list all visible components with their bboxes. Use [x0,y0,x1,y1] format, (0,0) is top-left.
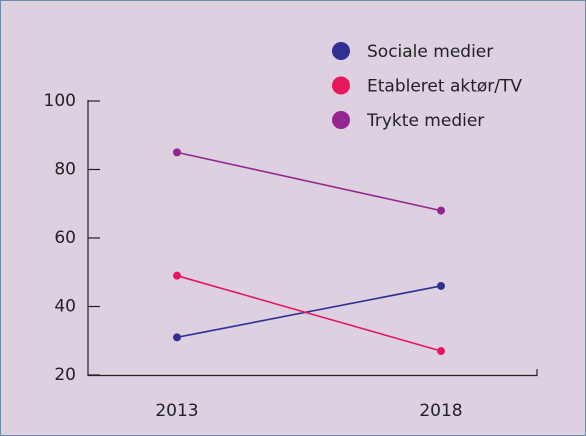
data-point [437,281,445,290]
x-tick-label: 2013 [155,401,198,421]
data-point [437,347,445,356]
legend-label: Sociale medier [367,42,493,62]
x-axis [88,369,538,377]
legend-label: Trykte medier [366,111,484,131]
data-point [173,148,181,157]
legend-marker [332,76,350,95]
legend-label: Etableret aktør/TV [367,77,522,97]
y-tick-label: 40 [54,297,76,317]
y-tick-label: 100 [44,91,76,111]
data-point [173,271,181,280]
series-line [176,151,442,212]
y-tick-label: 20 [54,365,76,385]
y-tick-label: 80 [54,160,76,180]
series-line [176,274,442,352]
legend-marker [332,111,350,129]
data-point [437,206,445,215]
series-line [176,285,442,339]
x-tick-label: 2018 [419,401,462,421]
data-point [173,333,181,342]
y-tick-label: 60 [54,228,76,248]
legend-marker [332,42,350,60]
